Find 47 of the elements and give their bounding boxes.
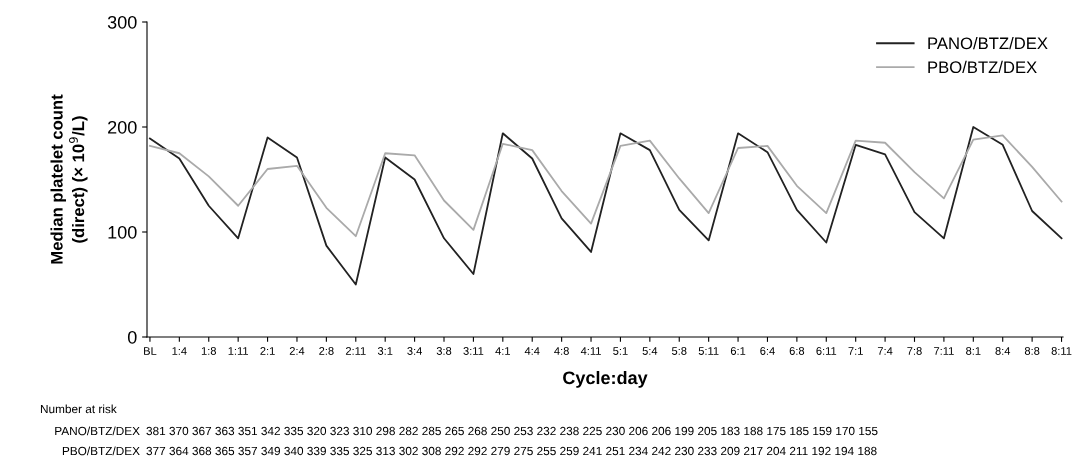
y-tick-label: 300 <box>107 15 137 29</box>
x-tick-label: 6:11 <box>816 347 837 355</box>
x-tick-label: 4:8 <box>554 347 569 355</box>
x-tick-label: 3:8 <box>436 347 452 355</box>
x-tick-label: 7:4 <box>877 347 893 355</box>
x-axis-title: Cycle:day <box>563 370 648 388</box>
x-tick-label: 6:8 <box>789 347 805 355</box>
x-tick-label: 3:1 <box>377 347 393 355</box>
y-tick-label: 0 <box>127 330 137 344</box>
x-tick-label: 5:11 <box>698 347 719 355</box>
x-tick-label: 4:4 <box>524 347 540 355</box>
x-tick-label: 2:11 <box>345 347 366 355</box>
x-tick-label: 3:11 <box>463 347 484 355</box>
x-tick-label: 5:4 <box>642 347 658 355</box>
legend-label: PBO/BTZ/DEX <box>928 60 1037 74</box>
text: PBO/BTZ/DEX <box>62 446 140 456</box>
x-tick-label: 2:4 <box>289 347 305 355</box>
x-tick-label: 6:1 <box>730 347 746 355</box>
x-tick-label: 4:11 <box>580 347 601 355</box>
x-tick-label: 7:8 <box>907 347 922 355</box>
x-tick-label: 6:4 <box>760 347 775 355</box>
x-tick-label: 7:1 <box>848 347 863 355</box>
x-tick-label: 1:8 <box>201 347 216 355</box>
x-tick-label: 2:8 <box>319 347 334 355</box>
x-tick-label: 1:4 <box>172 347 187 355</box>
x-tick-label: 8:8 <box>1024 347 1040 355</box>
text: 381 370 367 363 351 342 335 320 323 310 298 282 285 265 268 250 253 232 238 225 230 206 206 199 205 183 188 175 185 159 170 155 <box>146 426 878 436</box>
text: Number at risk <box>40 404 117 414</box>
text: 377 364 368 365 357 349 340 339 335 325 313 302 308 292 292 279 275 255 259 241 251 234 242 230 233 209 217 204 211 192 194 188 <box>146 446 877 456</box>
x-tick-label: 2:1 <box>260 347 275 355</box>
text: PANO/BTZ/DEX <box>55 426 140 436</box>
x-tick-label: 8:4 <box>995 347 1011 355</box>
x-tick-label: 3:4 <box>407 347 422 355</box>
x-tick-label: BL <box>144 347 157 355</box>
x-tick-label: 1:11 <box>228 347 249 355</box>
y-tick-label: 200 <box>108 120 137 134</box>
x-tick-label: 5:1 <box>613 347 628 355</box>
x-tick-label: 8:11 <box>1051 347 1072 355</box>
x-tick-label: 7:11 <box>934 347 954 355</box>
line-series <box>149 134 1063 238</box>
x-tick-label: 8:1 <box>966 347 981 355</box>
x-tick-label: 5:8 <box>671 347 687 355</box>
line-series <box>149 126 1063 286</box>
x-tick-label: 4:1 <box>495 347 510 355</box>
legend-label: PANO/BTZ/DEX <box>928 37 1048 50</box>
y-tick-label: 100 <box>108 225 137 239</box>
y-axis-title: Median platelet count (direct) (× 10$^{9}$/L) <box>50 94 88 264</box>
